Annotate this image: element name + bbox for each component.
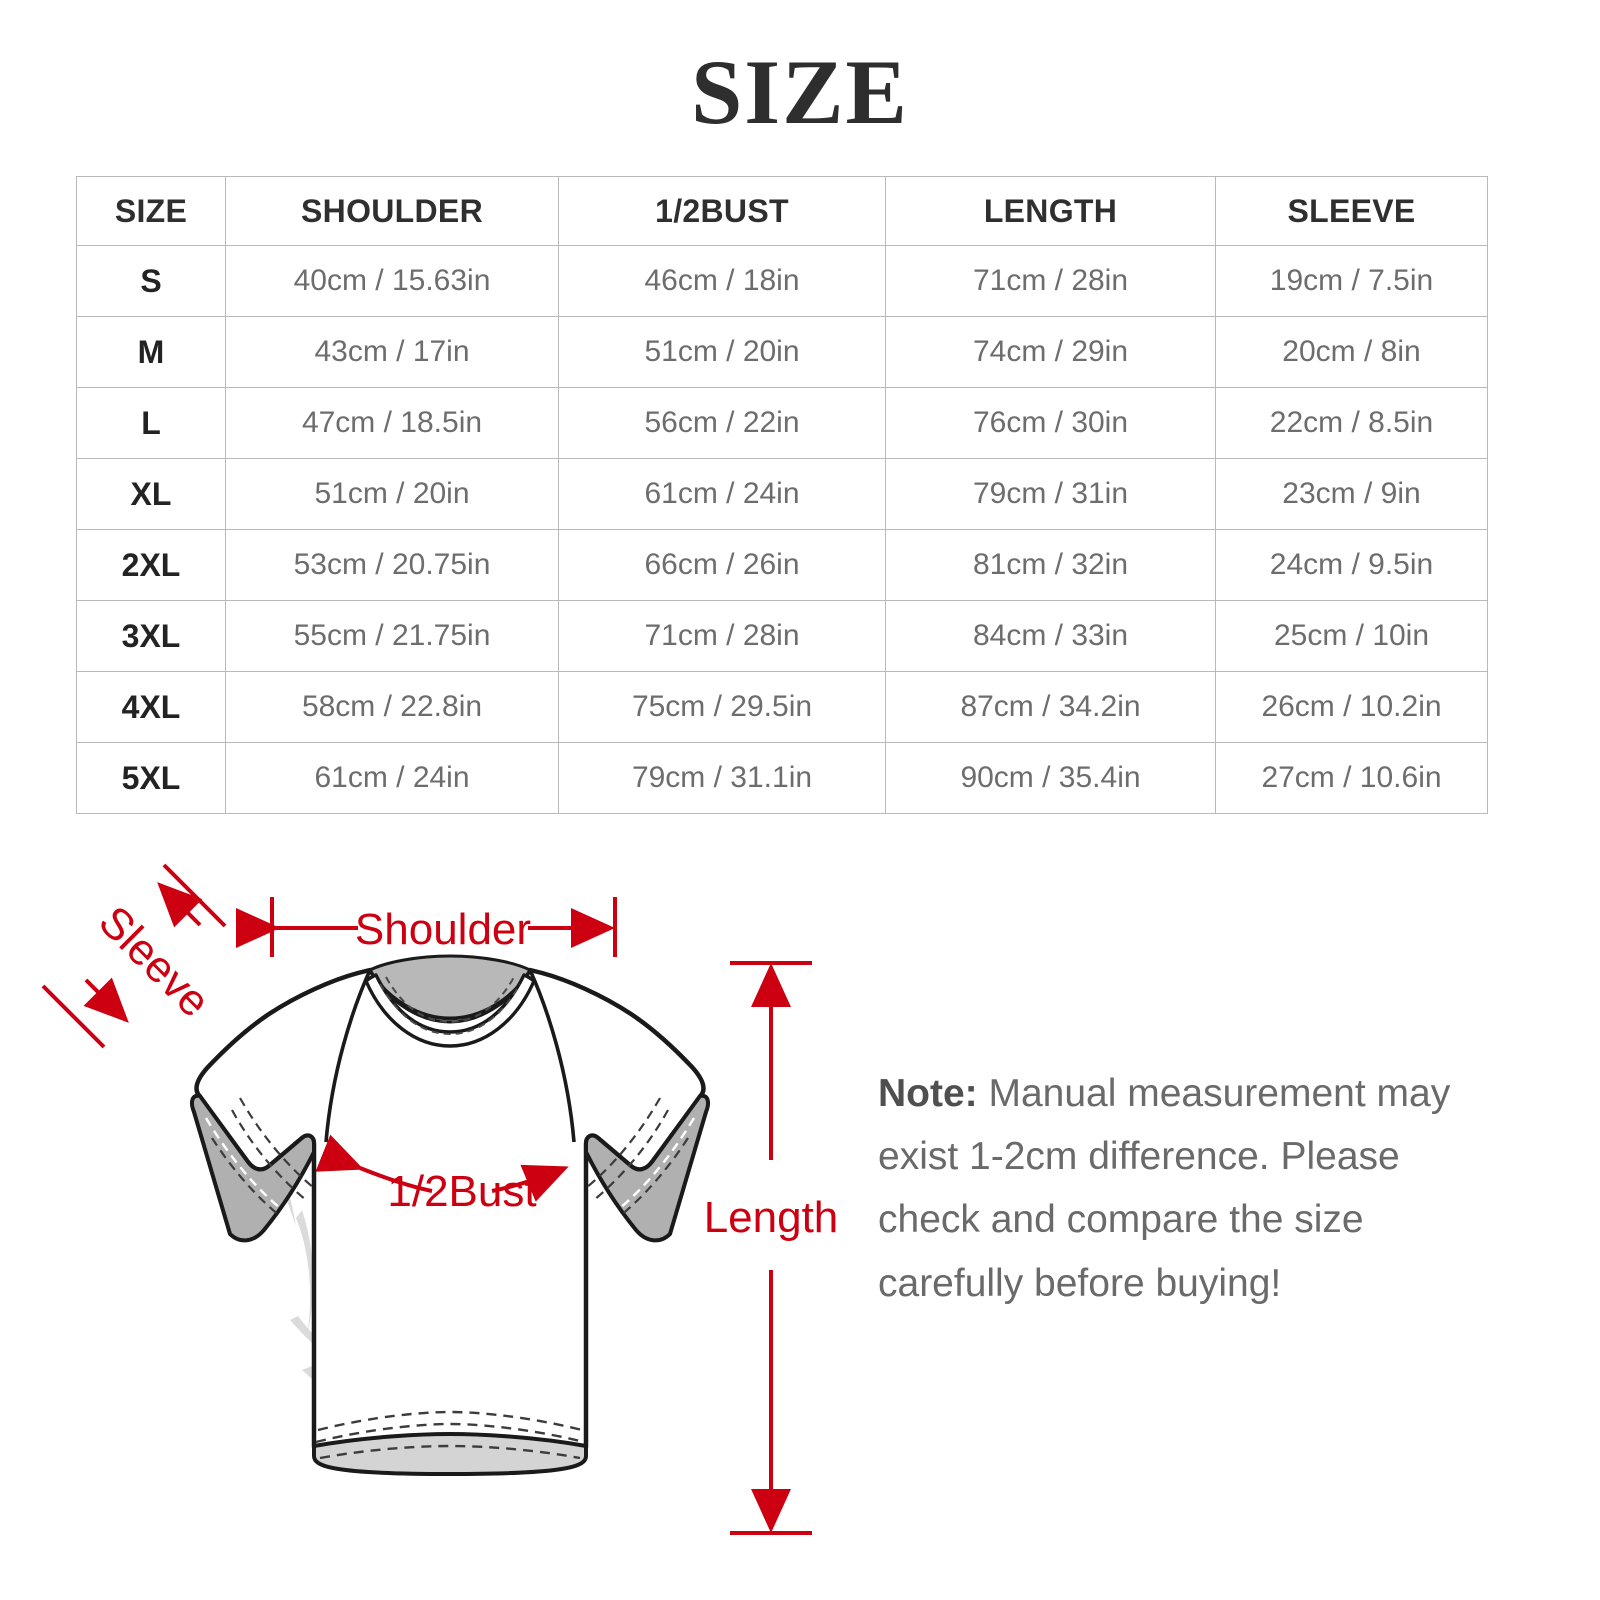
table-row: M 43cm / 17in 51cm / 20in 74cm / 29in 20… bbox=[76, 316, 1488, 388]
cell-size: M bbox=[76, 316, 226, 388]
cell-sleeve: 25cm / 10in bbox=[1215, 600, 1488, 672]
cell-bust: 61cm / 24in bbox=[558, 458, 886, 530]
cell-bust: 66cm / 26in bbox=[558, 529, 886, 601]
note-prefix: Note: bbox=[878, 1072, 978, 1115]
tshirt-graphic bbox=[190, 954, 710, 1476]
cell-shoulder: 58cm / 22.8in bbox=[225, 671, 559, 743]
page-title: SIZE bbox=[691, 41, 909, 143]
cell-sleeve: 24cm / 9.5in bbox=[1215, 529, 1488, 601]
table-row: S 40cm / 15.63in 46cm / 18in 71cm / 28in… bbox=[76, 245, 1488, 317]
sleeve-label: Sleeve bbox=[89, 897, 219, 1027]
shoulder-label: Shoulder bbox=[355, 905, 531, 954]
column-header-length: LENGTH bbox=[885, 176, 1216, 246]
bust-measure-arrow bbox=[315, 1134, 569, 1202]
cell-size: 3XL bbox=[76, 600, 226, 672]
table-row: L 47cm / 18.5in 56cm / 22in 76cm / 30in … bbox=[76, 387, 1488, 459]
note-body: Manual measurement may exist 1-2cm diffe… bbox=[878, 1072, 1451, 1305]
cell-sleeve: 27cm / 10.6in bbox=[1215, 742, 1488, 814]
cell-sleeve: 26cm / 10.2in bbox=[1215, 671, 1488, 743]
shoulder-measure-arrow bbox=[236, 897, 617, 957]
cell-shoulder: 40cm / 15.63in bbox=[225, 245, 559, 317]
cell-size: 2XL bbox=[76, 529, 226, 601]
cell-length: 87cm / 34.2in bbox=[885, 671, 1216, 743]
cell-length: 74cm / 29in bbox=[885, 316, 1216, 388]
cell-size: 5XL bbox=[76, 742, 226, 814]
cell-size: L bbox=[76, 387, 226, 459]
column-header-bust: 1/2BUST bbox=[558, 176, 886, 246]
cell-bust: 51cm / 20in bbox=[558, 316, 886, 388]
cell-size: S bbox=[76, 245, 226, 317]
cell-bust: 46cm / 18in bbox=[558, 245, 886, 317]
cell-sleeve: 20cm / 8in bbox=[1215, 316, 1488, 388]
cell-sleeve: 19cm / 7.5in bbox=[1215, 245, 1488, 317]
cell-bust: 79cm / 31.1in bbox=[558, 742, 886, 814]
cell-size: XL bbox=[76, 458, 226, 530]
cell-length: 76cm / 30in bbox=[885, 387, 1216, 459]
length-measure-arrow bbox=[730, 961, 812, 1535]
table-row: 3XL 55cm / 21.75in 71cm / 28in 84cm / 33… bbox=[76, 600, 1488, 672]
size-chart-table: SIZE SHOULDER 1/2BUST LENGTH SLEEVE S 40… bbox=[76, 176, 1488, 814]
table-header-row: SIZE SHOULDER 1/2BUST LENGTH SLEEVE bbox=[76, 176, 1488, 246]
length-label: Length bbox=[704, 1193, 839, 1242]
cell-shoulder: 53cm / 20.75in bbox=[225, 529, 559, 601]
table-row: XL 51cm / 20in 61cm / 24in 79cm / 31in 2… bbox=[76, 458, 1488, 530]
cell-length: 81cm / 32in bbox=[885, 529, 1216, 601]
cell-bust: 71cm / 28in bbox=[558, 600, 886, 672]
tshirt-measurement-illustration: Shoulder Sleeve 1/2Bust Length bbox=[41, 863, 839, 1535]
cell-shoulder: 61cm / 24in bbox=[225, 742, 559, 814]
cell-sleeve: 23cm / 9in bbox=[1215, 458, 1488, 530]
cell-shoulder: 43cm / 17in bbox=[225, 316, 559, 388]
table-row: 2XL 53cm / 20.75in 66cm / 26in 81cm / 32… bbox=[76, 529, 1488, 601]
cell-length: 90cm / 35.4in bbox=[885, 742, 1216, 814]
column-header-shoulder: SHOULDER bbox=[225, 176, 559, 246]
sleeve-measure-arrow bbox=[41, 863, 227, 1049]
bust-label: 1/2Bust bbox=[387, 1167, 536, 1216]
measurement-note: Note: Manual measurement may exist 1-2cm… bbox=[878, 1062, 1498, 1315]
cell-shoulder: 47cm / 18.5in bbox=[225, 387, 559, 459]
cell-size: 4XL bbox=[76, 671, 226, 743]
table-row: 4XL 58cm / 22.8in 75cm / 29.5in 87cm / 3… bbox=[76, 671, 1488, 743]
cell-length: 71cm / 28in bbox=[885, 245, 1216, 317]
measurement-diagram: Shoulder Sleeve 1/2Bust Length Note: Man… bbox=[0, 830, 1600, 1600]
table-row: 5XL 61cm / 24in 79cm / 31.1in 90cm / 35.… bbox=[76, 742, 1488, 814]
cell-shoulder: 55cm / 21.75in bbox=[225, 600, 559, 672]
cell-length: 84cm / 33in bbox=[885, 600, 1216, 672]
cell-bust: 56cm / 22in bbox=[558, 387, 886, 459]
column-header-size: SIZE bbox=[76, 176, 226, 246]
cell-sleeve: 22cm / 8.5in bbox=[1215, 387, 1488, 459]
cell-shoulder: 51cm / 20in bbox=[225, 458, 559, 530]
column-header-sleeve: SLEEVE bbox=[1215, 176, 1488, 246]
cell-bust: 75cm / 29.5in bbox=[558, 671, 886, 743]
cell-length: 79cm / 31in bbox=[885, 458, 1216, 530]
